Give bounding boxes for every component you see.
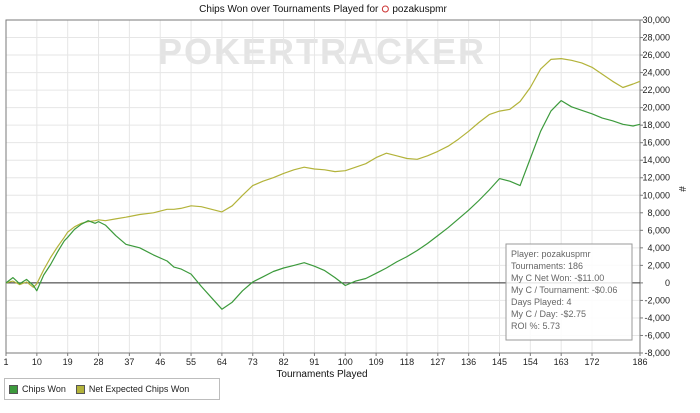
- y-tick-label: 24,000: [642, 68, 670, 78]
- x-tick-label: 91: [309, 357, 319, 367]
- y-tick-label: -8,000: [644, 348, 670, 358]
- series-line-chips-won: [5, 99, 641, 310]
- y-tick-label: 22,000: [642, 85, 670, 95]
- y-tick-label: 16,000: [642, 138, 670, 148]
- x-tick-label: 163: [554, 357, 569, 367]
- y-tick-label: 0: [665, 278, 670, 288]
- x-tick-label: 82: [279, 357, 289, 367]
- x-tick-label: 100: [338, 357, 353, 367]
- y-tick-label: 2,000: [647, 260, 670, 270]
- y-tick-label: -2,000: [644, 295, 670, 305]
- y-tick-label: 28,000: [642, 33, 670, 43]
- series-layer: [5, 57, 641, 310]
- info-box-line: My C / Day: -$2.75: [511, 309, 586, 319]
- y-tick-label: 14,000: [642, 155, 670, 165]
- chart-title: Chips Won over Tournaments Played for: [199, 4, 379, 15]
- x-tick-label: 46: [155, 357, 165, 367]
- x-tick-labels: 1 10 19 28 37 46 55 64 73 82 91 100 109 118 127 136 145 1…: [3, 353, 648, 367]
- info-box-line: Days Played: 4: [511, 297, 572, 307]
- x-tick-label: 109: [369, 357, 384, 367]
- x-tick-label: 154: [523, 357, 538, 367]
- x-tick-label: 136: [461, 357, 476, 367]
- info-box-frame: [505, 243, 633, 341]
- info-box-line: ROI %: 5.73: [511, 321, 560, 331]
- y-tick-label: 8,000: [647, 208, 670, 218]
- series-line-net-expected-chips-won: [5, 57, 641, 288]
- y-tick-label: 26,000: [642, 50, 670, 60]
- y-tick-labels: 30,000 28,000 26,000 24,000 22,000 20,000 18,0…: [640, 15, 670, 358]
- x-tick-label: 1: [3, 357, 8, 367]
- chart-title-player: pozakuspmr: [392, 4, 447, 15]
- y-tick-label: 30,000: [642, 15, 670, 25]
- legend-item-net-expected[interactable]: Net Expected Chips Won: [75, 384, 190, 394]
- y-tick-label: 12,000: [642, 173, 670, 183]
- y-axis-title: #: [676, 186, 687, 192]
- y-tick-label: 18,000: [642, 120, 670, 130]
- x-tick-label: 118: [400, 357, 414, 367]
- x-tick-label: 145: [492, 357, 507, 367]
- legend-label-net-expected: Net Expected Chips Won: [88, 384, 190, 394]
- x-tick-label: 55: [186, 357, 196, 367]
- legend-item-chips-won[interactable]: Chips Won: [9, 384, 66, 394]
- y-tick-label: 10,000: [642, 190, 670, 200]
- y-tick-label: -4,000: [644, 313, 670, 323]
- x-tick-label: 37: [124, 357, 134, 367]
- y-tick-label: -6,000: [644, 330, 670, 340]
- legend-label-chips-won: Chips Won: [22, 384, 66, 394]
- info-box-line: Player: pozakuspmr: [511, 249, 591, 259]
- x-axis-title: Tournaments Played: [276, 369, 367, 380]
- x-tick-label: 73: [248, 357, 258, 367]
- y-tick-label: 6,000: [647, 225, 670, 235]
- player-icon: [381, 5, 389, 13]
- y-tick-label: 4,000: [647, 243, 670, 253]
- info-box-line: Tournaments: 186: [511, 261, 583, 271]
- plot-frame: [5, 19, 641, 354]
- x-tick-label: 127: [430, 357, 445, 367]
- info-box-line: My C Net Won: -$11.00: [511, 273, 604, 283]
- x-tick-label: 172: [585, 357, 600, 367]
- x-tick-label: 186: [632, 357, 647, 367]
- y-tick-label: 20,000: [642, 103, 670, 113]
- x-tick-label: 10: [32, 357, 42, 367]
- info-box-line: My C / Tournament: -$0.06: [511, 285, 617, 295]
- info-box: Player: pozakuspmr Tournaments: 186 My C N…: [505, 243, 633, 341]
- x-tick-label: 28: [94, 357, 104, 367]
- x-tick-label: 19: [63, 357, 73, 367]
- legend-swatch-chips-won: [9, 384, 18, 394]
- legend: Chips Won Net Expected Chips Won: [4, 378, 220, 400]
- legend-swatch-net-expected: [75, 384, 85, 394]
- x-tick-label: 64: [217, 357, 227, 367]
